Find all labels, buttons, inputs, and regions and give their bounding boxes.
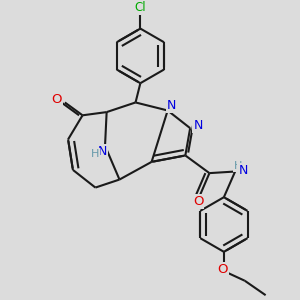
Text: N: N (238, 164, 248, 177)
Text: H: H (234, 161, 242, 171)
Text: O: O (193, 195, 203, 208)
Text: Cl: Cl (135, 1, 146, 13)
Text: O: O (52, 93, 62, 106)
Text: N: N (98, 145, 107, 158)
Text: N: N (167, 98, 176, 112)
Text: H: H (91, 149, 99, 159)
Text: N: N (194, 119, 203, 132)
Text: O: O (217, 263, 227, 276)
